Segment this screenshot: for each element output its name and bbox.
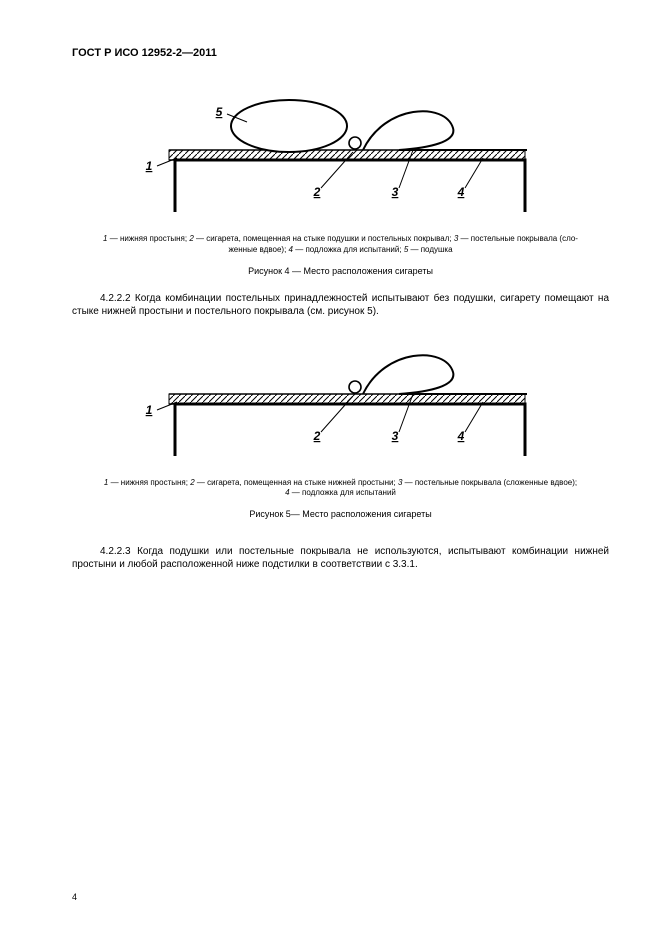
figure-5-legend: 1 — нижняя простыня; 2 — сигарета, помещ… bbox=[72, 478, 609, 500]
svg-text:1: 1 bbox=[145, 159, 152, 173]
figure-5-caption: Рисунок 5— Место расположения сигареты bbox=[72, 509, 609, 521]
page-number: 4 bbox=[72, 892, 77, 904]
svg-text:1: 1 bbox=[145, 403, 152, 417]
svg-text:5: 5 bbox=[215, 105, 222, 119]
svg-text:3: 3 bbox=[391, 185, 398, 199]
svg-text:3: 3 bbox=[391, 429, 398, 443]
document-page: ГОСТ Р ИСО 12952-2—2011 1 2 3 4 5 1 — нижняя… bbox=[0, 0, 661, 936]
paragraph-4-2-2-2: 4.2.2.2 Когда комбинации постельных прин… bbox=[72, 292, 609, 318]
svg-text:2: 2 bbox=[312, 185, 320, 199]
document-header: ГОСТ Р ИСО 12952-2—2011 bbox=[72, 46, 609, 60]
figure-4-caption: Рисунок 4 — Место расположения сигареты bbox=[72, 266, 609, 278]
svg-text:4: 4 bbox=[456, 429, 464, 443]
figure-5-diagram: 1 2 3 4 bbox=[131, 324, 551, 474]
svg-text:2: 2 bbox=[312, 429, 320, 443]
figure-5: 1 2 3 4 bbox=[72, 324, 609, 474]
figure-4: 1 2 3 4 5 bbox=[72, 70, 609, 230]
figure-4-diagram: 1 2 3 4 5 bbox=[131, 70, 551, 230]
paragraph-4-2-2-3: 4.2.2.3 Когда подушки или постельные пок… bbox=[72, 545, 609, 571]
svg-text:4: 4 bbox=[456, 185, 464, 199]
figure-4-legend: 1 — нижняя простыня; 2 — сигарета, помещ… bbox=[72, 234, 609, 256]
